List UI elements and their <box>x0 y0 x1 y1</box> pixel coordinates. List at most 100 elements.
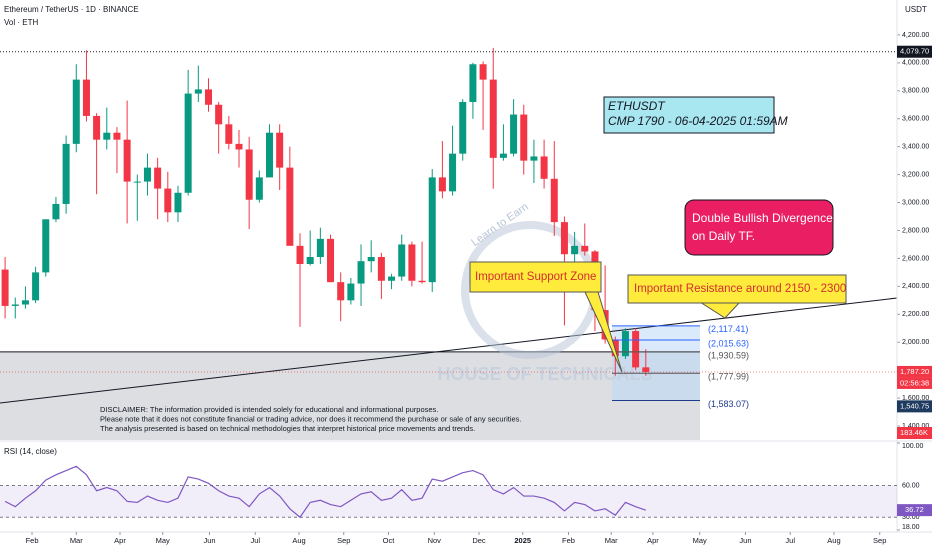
disclaimer-line: DISCLAIMER: The information provided is … <box>100 405 438 414</box>
x-tick-label: Jul <box>250 536 260 545</box>
candle-body <box>347 283 355 301</box>
price-badge <box>897 365 932 378</box>
countdown-bg <box>897 377 932 389</box>
info-title: ETHUSDT <box>608 99 666 113</box>
rsi-tick-label: 18.00 <box>902 524 920 531</box>
x-tick-label: Aug <box>827 536 840 545</box>
candle-body <box>42 219 50 273</box>
candle-body <box>204 89 212 105</box>
candle-body <box>286 167 294 246</box>
candle-body <box>82 79 90 116</box>
candle-body <box>550 178 558 223</box>
y-tick-label: 3,200.00 <box>902 171 929 178</box>
price-badge-label: 1,787.20 <box>900 367 929 376</box>
x-tick-label: 2025 <box>514 536 531 545</box>
candle-body <box>428 177 436 283</box>
candle-body <box>1 269 9 306</box>
x-tick-label: Mar <box>70 536 83 545</box>
price-badge <box>897 400 932 413</box>
candle-body <box>327 238 335 283</box>
x-tick-label: Jun <box>203 536 215 545</box>
candle-body <box>255 177 263 200</box>
divergence-2: on Daily TF. <box>692 229 755 243</box>
symbol-header: Ethereum / TetherUS · 1D · BINANCE <box>4 5 139 14</box>
x-tick-label: Feb <box>26 536 39 545</box>
y-tick-label: 2,800.00 <box>902 227 929 234</box>
x-tick-label: Aug <box>292 536 305 545</box>
x-tick-label: Jun <box>739 536 751 545</box>
rsi-badge <box>897 504 932 517</box>
candle-body <box>560 222 568 255</box>
y-tick-label: 2,600.00 <box>902 255 929 262</box>
currency: USDT <box>905 5 927 14</box>
level-label: (1,930.59) <box>708 350 749 360</box>
candle-body <box>245 149 253 200</box>
rsi-band <box>0 485 897 518</box>
y-tick-label: 2,200.00 <box>902 311 929 318</box>
support-text: Important Support Zone <box>475 271 596 283</box>
price-badge-label: 4,079.70 <box>900 47 929 56</box>
candle-body <box>438 177 446 192</box>
disclaimer-line: The analysis presented is based on techn… <box>100 424 475 433</box>
candle-body <box>306 257 314 264</box>
x-tick-label: Apr <box>114 536 126 545</box>
candle-body <box>103 132 111 140</box>
level-label: (1,777.99) <box>708 372 749 382</box>
x-tick-label: Feb <box>562 536 575 545</box>
divergence-1: Double Bullish Divergence <box>692 211 833 225</box>
candle-body <box>469 64 477 102</box>
y-tick-label: 3,000.00 <box>902 199 929 206</box>
candle-body <box>571 245 579 255</box>
candle-body <box>194 89 202 94</box>
y-tick-label: 3,800.00 <box>902 88 929 95</box>
rsi-tick-label: 100.00 <box>902 443 924 450</box>
candle-body <box>123 139 131 182</box>
volume-badge: 183.46K <box>900 428 928 437</box>
x-tick-label: Oct <box>383 536 396 545</box>
candle-body <box>215 104 223 125</box>
candle-body <box>225 124 233 144</box>
divergence-box <box>684 199 834 256</box>
volume-badge-bg <box>897 427 932 439</box>
resistance-text: Important Resistance around 2150 - 2300 <box>634 283 846 295</box>
trend-line <box>0 297 898 404</box>
candle-body <box>143 167 151 182</box>
candle-body <box>642 367 650 372</box>
watermark: HOUSE OF TECHNICALS <box>437 364 652 384</box>
candle-body <box>113 132 121 140</box>
rsi-badge-label: 36.72 <box>905 505 924 514</box>
candle-body <box>611 339 619 357</box>
candle-body <box>184 93 192 193</box>
candle-body <box>32 272 40 301</box>
level-label: (1,583.07) <box>708 399 749 409</box>
y-tick-label: 2,400.00 <box>902 283 929 290</box>
candle-body <box>296 245 304 264</box>
info-sub: CMP 1790 - 06-04-2025 01:59AM <box>608 114 788 128</box>
candle-body <box>72 79 80 144</box>
candle-body <box>489 79 497 158</box>
support-box <box>469 261 602 293</box>
y-tick-label: 3,600.00 <box>902 116 929 123</box>
candle-body <box>133 181 141 183</box>
candle-body <box>367 257 375 262</box>
x-tick-label: Nov <box>428 536 442 545</box>
candle-body <box>62 143 70 204</box>
candle-body <box>632 331 640 368</box>
candle-body <box>357 261 365 284</box>
resistance-box <box>627 274 847 304</box>
x-tick-label: Sep <box>873 536 886 545</box>
candle-body <box>621 331 629 357</box>
candle-body <box>276 132 284 168</box>
candle-body <box>479 64 487 80</box>
rsi-tick-label: 30.00 <box>902 514 920 521</box>
x-tick-label: May <box>156 536 170 545</box>
y-tick-label: 1,400.00 <box>902 423 929 430</box>
candle-body <box>499 153 507 158</box>
candle-body <box>388 276 396 281</box>
candle-body <box>398 244 406 277</box>
candle-body <box>540 156 548 179</box>
price-badge <box>897 45 932 58</box>
x-tick-label: May <box>693 536 707 545</box>
candle-body <box>337 282 345 301</box>
candle-body <box>154 167 162 189</box>
